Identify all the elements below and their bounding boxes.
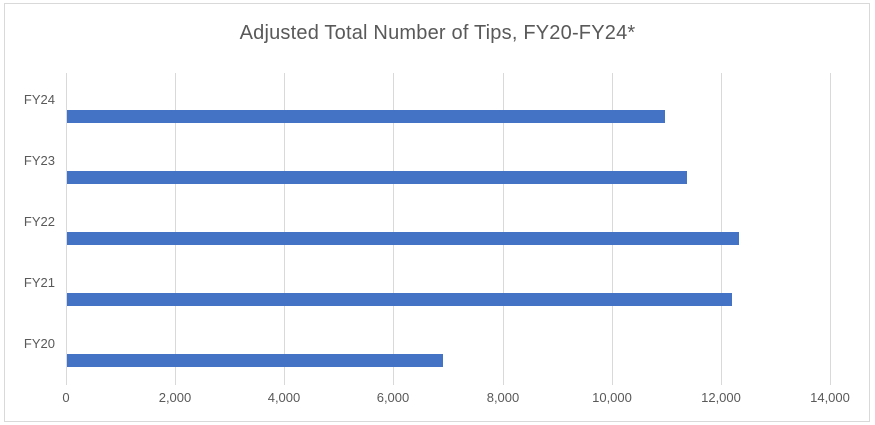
y-axis-label-fy24: FY24 [23,92,55,107]
x-axis-label-4000: 4,000 [267,390,301,405]
gridline-x-8000 [503,73,504,385]
y-axis-line [66,73,67,385]
x-axis-label-10000: 10,000 [592,390,632,405]
gridline-x-10000 [612,73,613,385]
y-axis-label-fy20: FY20 [23,336,55,351]
y-axis-label-fy23: FY23 [23,153,55,168]
gridline-x-12000 [721,73,722,385]
bar-fy22 [67,232,739,245]
chart-border [4,3,870,422]
bar-fy24 [67,110,665,123]
y-axis-label-fy21: FY21 [23,275,55,290]
gridline-x-4000 [284,73,285,385]
x-axis-label-12000: 12,000 [701,390,741,405]
gridline-x-14000 [830,73,831,385]
bar-fy21 [67,293,732,306]
x-axis-label-2000: 2,000 [158,390,192,405]
x-axis-label-14000: 14,000 [810,390,850,405]
gridline-x-6000 [393,73,394,385]
bar-fy23 [67,171,687,184]
gridline-x-2000 [175,73,176,385]
x-axis-label-8000: 8,000 [486,390,520,405]
bar-fy20 [67,354,443,367]
y-axis-label-fy22: FY22 [23,214,55,229]
x-axis-label-6000: 6,000 [376,390,410,405]
x-axis-label-0: 0 [62,390,70,405]
chart-title: Adjusted Total Number of Tips, FY20-FY24… [239,22,636,44]
